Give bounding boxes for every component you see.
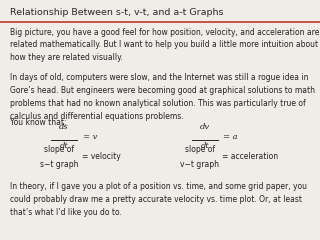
Text: Big picture, you have a good feel for how position, velocity, and acceleration a: Big picture, you have a good feel for ho… bbox=[10, 28, 319, 62]
Text: s−t graph: s−t graph bbox=[40, 160, 78, 168]
Text: = acceleration: = acceleration bbox=[222, 152, 278, 161]
Text: dv: dv bbox=[200, 123, 210, 131]
Text: ds: ds bbox=[59, 123, 69, 131]
Text: dt: dt bbox=[200, 142, 209, 150]
Text: v−t graph: v−t graph bbox=[180, 160, 220, 168]
Text: = v: = v bbox=[83, 133, 97, 141]
Text: dt: dt bbox=[60, 142, 68, 150]
Text: In days of old, computers were slow, and the Internet was still a rogue idea in
: In days of old, computers were slow, and… bbox=[10, 73, 315, 121]
Text: = velocity: = velocity bbox=[82, 152, 120, 161]
Text: slope of: slope of bbox=[185, 144, 215, 154]
Text: slope of: slope of bbox=[44, 144, 74, 154]
Text: You know that:: You know that: bbox=[10, 118, 66, 127]
Text: Relationship Between s-t, v-t, and a-t Graphs: Relationship Between s-t, v-t, and a-t G… bbox=[10, 8, 223, 18]
Text: In theory, if I gave you a plot of a position vs. time, and some grid paper, you: In theory, if I gave you a plot of a pos… bbox=[10, 182, 307, 217]
Text: = a: = a bbox=[223, 133, 238, 141]
